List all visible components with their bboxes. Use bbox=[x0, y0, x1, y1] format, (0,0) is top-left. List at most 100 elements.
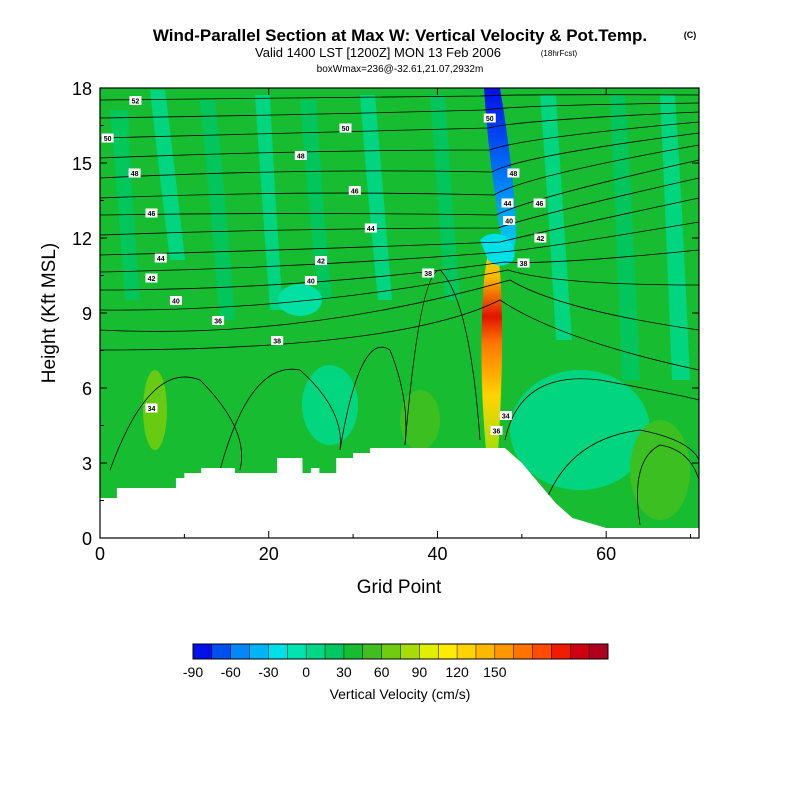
contour-label: 40 bbox=[172, 299, 180, 306]
theta-contour-labels: 34 34 36 38 38 38 36 40 40 40 42 42 42 44 44 44 46 46 46 48… bbox=[101, 96, 547, 436]
x-axis-label: Grid Point bbox=[357, 577, 442, 598]
contour-label: 36 bbox=[214, 319, 222, 326]
contour-label: 40 bbox=[505, 219, 513, 226]
box-wmax-info: boxWmax=236@-32.61,21.07,2932m bbox=[317, 64, 484, 75]
contour-label-box bbox=[501, 198, 514, 208]
contour-label: 46 bbox=[148, 211, 156, 218]
colorbar-swatch bbox=[343, 644, 364, 659]
contour-label-box bbox=[315, 256, 328, 265]
colorbar-swatch bbox=[362, 644, 382, 659]
contour-label-box bbox=[145, 273, 158, 283]
colorbar-swatch bbox=[230, 644, 250, 659]
contour-label: 50 bbox=[104, 136, 112, 143]
contour-label-box bbox=[483, 113, 496, 123]
contour-label-box bbox=[294, 151, 307, 160]
colorbar-label: Vertical Velocity (cm/s) bbox=[330, 686, 471, 702]
contour-label: 44 bbox=[367, 226, 375, 233]
colorbar-swatch bbox=[325, 644, 345, 659]
y-tick-label: 18 bbox=[72, 79, 92, 99]
updraft-core bbox=[481, 234, 503, 450]
y-tick-label: 3 bbox=[82, 454, 92, 474]
colorbar-swatch bbox=[570, 644, 590, 659]
y-axis-label: Height (Kft MSL) bbox=[39, 243, 60, 383]
contour-label: 34 bbox=[148, 406, 156, 413]
colorbar-tick-label: 30 bbox=[336, 664, 352, 680]
colorbar-swatch bbox=[589, 644, 609, 659]
colorbar-tick-label: -90 bbox=[183, 664, 203, 680]
velocity-streaks bbox=[110, 90, 690, 520]
contour-label: 36 bbox=[493, 429, 501, 436]
contour-label: 48 bbox=[297, 154, 305, 161]
downdraft-edge bbox=[480, 233, 515, 266]
forecast-note: (18hrFcst) bbox=[541, 49, 578, 58]
contour-label-box bbox=[145, 208, 158, 218]
contour-label-box bbox=[169, 296, 182, 305]
contour-label-box bbox=[364, 223, 377, 233]
contour-label-box bbox=[507, 168, 520, 178]
colorbar-swatch bbox=[268, 644, 288, 659]
colorbar-swatch bbox=[249, 644, 269, 659]
plot-area: 34 34 36 38 38 38 36 40 40 40 42 42 42 44 44 44 46 46 46 48… bbox=[100, 88, 699, 538]
terrain-mask bbox=[100, 448, 699, 538]
colorbar-swatch bbox=[400, 644, 420, 659]
colorbar-swatch bbox=[438, 644, 458, 659]
contour-label: 50 bbox=[342, 126, 350, 133]
colorbar-swatch bbox=[513, 644, 533, 659]
contour-label-box bbox=[145, 403, 158, 413]
contour-label-box bbox=[517, 258, 530, 268]
contour-label-box bbox=[348, 186, 361, 195]
y-tick-label: 0 bbox=[82, 529, 92, 549]
contour-label-box bbox=[490, 426, 503, 435]
y-tick-label: 15 bbox=[72, 154, 92, 174]
x-tick-label: 60 bbox=[596, 544, 616, 564]
colorbar-tick-label: 60 bbox=[374, 664, 390, 680]
contour-label: 40 bbox=[307, 279, 315, 286]
y-tick-label: 12 bbox=[72, 229, 92, 249]
title-mark: (C) bbox=[684, 30, 697, 40]
colorbar: -90 -60 -30 0 30 60 90 120 150 bbox=[183, 643, 609, 680]
contour-label-box bbox=[499, 411, 512, 420]
chart-title: Wind-Parallel Section at Max W: Vertical… bbox=[153, 26, 647, 45]
contour-label-box bbox=[101, 133, 114, 143]
contour-label: 38 bbox=[424, 271, 432, 278]
contour-label-box bbox=[129, 96, 142, 105]
colorbar-tick-label: -30 bbox=[258, 664, 278, 680]
contour-label: 42 bbox=[148, 276, 156, 283]
contour-label: 44 bbox=[504, 201, 512, 208]
contour-label: 48 bbox=[509, 171, 517, 178]
colorbar-tick-label: 120 bbox=[445, 664, 469, 680]
colorbar-tick-label: -60 bbox=[221, 664, 241, 680]
y-tick-label: 6 bbox=[82, 379, 92, 399]
x-tick-label: 0 bbox=[95, 544, 105, 564]
contour-label: 34 bbox=[502, 414, 510, 421]
contour-label: 38 bbox=[520, 261, 528, 268]
contour-label: 38 bbox=[273, 339, 281, 346]
colorbar-frame bbox=[192, 643, 609, 660]
contour-label: 42 bbox=[536, 236, 544, 243]
colorbar-swatch bbox=[193, 644, 213, 659]
colorbar-swatch bbox=[551, 644, 571, 659]
x-tick-label: 40 bbox=[427, 544, 447, 564]
contour-label-box bbox=[212, 316, 225, 325]
contour-label-box bbox=[271, 336, 284, 345]
contour-label-box bbox=[422, 268, 435, 278]
contour-label-box bbox=[503, 216, 516, 225]
contour-label-box bbox=[304, 276, 317, 285]
contour-label: 48 bbox=[131, 171, 139, 178]
contour-label-box bbox=[534, 233, 547, 243]
contour-label-box bbox=[339, 123, 352, 133]
colorbar-swatch bbox=[287, 644, 307, 659]
colorbar-swatch bbox=[306, 644, 326, 659]
contour-label: 44 bbox=[157, 256, 165, 263]
colorbar-swatch bbox=[457, 644, 477, 659]
colorbar-swatch bbox=[419, 644, 439, 659]
contour-label: 46 bbox=[351, 189, 359, 196]
theta-contours bbox=[100, 94, 699, 526]
colorbar-swatch bbox=[532, 644, 552, 659]
contour-label: 46 bbox=[536, 201, 544, 208]
colorbar-swatch bbox=[475, 644, 496, 659]
contour-label: 42 bbox=[317, 259, 325, 266]
colorbar-tick-label: 0 bbox=[302, 664, 310, 680]
